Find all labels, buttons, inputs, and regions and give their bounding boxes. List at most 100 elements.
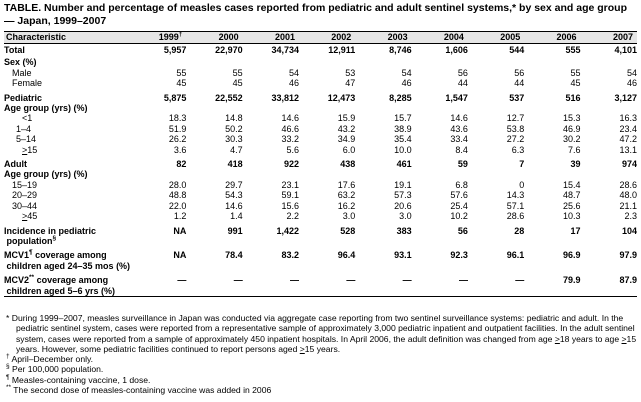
cell-2003: 8,285 bbox=[389, 92, 412, 103]
cell-2002: 63.2 bbox=[337, 190, 356, 201]
cell-2005: 57.1 bbox=[506, 200, 525, 211]
header-year: 2006 bbox=[524, 31, 581, 44]
cell-1999: 18.3 bbox=[168, 113, 187, 124]
cell-2004: — bbox=[458, 275, 468, 286]
cell-2006: 555 bbox=[565, 45, 581, 55]
cell-2003: 461 bbox=[396, 159, 412, 170]
cell-2002: 34.9 bbox=[337, 134, 356, 145]
header-year: 2004 bbox=[411, 31, 468, 44]
cell-2001: 922 bbox=[283, 159, 299, 170]
section-heading: Age group (yrs) (%) bbox=[4, 169, 88, 180]
cell-2000: 54.3 bbox=[225, 190, 243, 201]
cell-2005: 12.7 bbox=[506, 113, 525, 124]
row-age-heading: Age group (yrs) (%) bbox=[4, 103, 637, 113]
cell-2003: 20.6 bbox=[394, 200, 412, 211]
row-label: Male bbox=[12, 67, 32, 78]
row-label: Female bbox=[12, 78, 43, 89]
row-label: MCV2** coverage among children aged 5–6 … bbox=[4, 274, 116, 296]
row-label: >45 bbox=[22, 211, 38, 222]
row-label: 1–4 bbox=[16, 123, 32, 134]
row-total: Total 5,957 22,970 34,734 12,911 8,746 1,606 5… bbox=[4, 44, 637, 58]
header-row: Characteristic 1999† 2000 2001 2002 2003… bbox=[4, 31, 637, 44]
cell-2005: 28 bbox=[514, 225, 525, 236]
row-label: Pediatric bbox=[4, 92, 43, 103]
row-label: 5–14 bbox=[16, 134, 37, 145]
cell-2005: 44 bbox=[514, 78, 525, 89]
cell-2003: 93.1 bbox=[394, 250, 412, 261]
measles-table: Characteristic 1999† 2000 2001 2002 2003… bbox=[4, 31, 637, 297]
row-age-ge15: >15 3.6 4.7 5.6 6.0 10.0 8.4 6.3 7.6 13.1 bbox=[4, 145, 637, 155]
cell-2002: 6.0 bbox=[342, 144, 356, 155]
row-age-15-19: 15–19 28.0 29.7 23.1 17.6 19.1 6.8 0 15.4 28.6 bbox=[4, 180, 637, 190]
cell-2006: 17 bbox=[570, 225, 581, 236]
cell-1999: 1.2 bbox=[173, 211, 187, 222]
cell-2000: 30.3 bbox=[225, 134, 243, 145]
header-year: 1999† bbox=[130, 31, 187, 44]
cell-2001: 34,734 bbox=[271, 45, 299, 55]
cell-2007: 87.9 bbox=[619, 275, 637, 286]
row-label: Incidence in pediatric population§ bbox=[4, 225, 97, 246]
section-heading: Sex (%) bbox=[4, 57, 37, 68]
cell-2002: 43.2 bbox=[337, 123, 356, 134]
row-mcv2: MCV2** coverage among children aged 5–6 … bbox=[4, 271, 637, 297]
cell-2006: 55 bbox=[570, 67, 581, 78]
cell-2000: 991 bbox=[227, 225, 243, 236]
cell-2000: 418 bbox=[227, 159, 243, 170]
cell-2007: 48.0 bbox=[619, 190, 637, 201]
cell-1999: 82 bbox=[176, 159, 187, 170]
row-label: <1 bbox=[22, 113, 33, 124]
cell-2001: 23.1 bbox=[281, 179, 299, 190]
cell-2000: 29.7 bbox=[225, 179, 243, 190]
cell-2001: 14.6 bbox=[281, 113, 299, 124]
cell-2004: 1,606 bbox=[445, 45, 468, 55]
header-year: 2005 bbox=[467, 31, 525, 44]
row-label: 20–29 bbox=[12, 190, 38, 201]
cell-2001: 5.6 bbox=[286, 144, 299, 155]
cell-2003: 383 bbox=[396, 225, 412, 236]
footnote-star: * During 1999–2007, measles surveillance… bbox=[6, 313, 637, 354]
cell-2006: 25.6 bbox=[563, 200, 581, 211]
cell-1999: NA bbox=[173, 250, 187, 261]
cell-2002: 16.2 bbox=[337, 200, 356, 211]
cell-2005: 14.3 bbox=[506, 190, 525, 201]
cell-1999: — bbox=[177, 275, 187, 286]
cell-2000: 1.4 bbox=[230, 211, 243, 222]
cell-2003: 54 bbox=[401, 67, 412, 78]
cell-2003: 57.3 bbox=[394, 190, 412, 201]
row-label: >15 bbox=[22, 144, 38, 155]
cell-2000: 50.2 bbox=[225, 123, 243, 134]
cell-2002: — bbox=[346, 275, 356, 286]
cell-1999: 51.9 bbox=[168, 123, 187, 134]
cell-2005: 0 bbox=[519, 179, 525, 190]
cell-2006: 79.9 bbox=[563, 275, 581, 286]
cell-2000: 22,552 bbox=[215, 92, 243, 103]
cell-2005: 537 bbox=[509, 92, 525, 103]
cell-2007: 28.6 bbox=[619, 179, 637, 190]
cell-2001: 54 bbox=[288, 67, 299, 78]
cell-2006: 39 bbox=[570, 159, 581, 170]
cell-2002: 12,473 bbox=[327, 92, 356, 103]
cell-1999: 45 bbox=[176, 78, 187, 89]
row-label: 30–44 bbox=[12, 200, 38, 211]
cell-2000: 14.6 bbox=[225, 200, 243, 211]
cell-1999: 5,875 bbox=[163, 92, 187, 103]
cell-1999: 55 bbox=[176, 67, 187, 78]
cell-2003: 38.9 bbox=[394, 123, 412, 134]
cell-2006: 46.9 bbox=[563, 123, 581, 134]
cell-2004: 43.6 bbox=[450, 123, 468, 134]
cell-2004: 14.6 bbox=[450, 113, 468, 124]
cell-2002: 17.6 bbox=[337, 179, 356, 190]
cell-2007: 21.1 bbox=[619, 200, 637, 211]
cell-2003: 8,746 bbox=[389, 45, 412, 55]
cell-2006: 516 bbox=[565, 92, 581, 103]
cell-2001: — bbox=[290, 275, 299, 286]
cell-2003: 19.1 bbox=[394, 179, 412, 190]
cell-2004: 57.6 bbox=[450, 190, 468, 201]
cell-2005: 53.8 bbox=[506, 123, 525, 134]
cell-2007: 2.3 bbox=[624, 211, 637, 222]
header-year: 2007 bbox=[580, 31, 637, 44]
cell-2002: 12,911 bbox=[328, 45, 356, 55]
row-label: MCV1¶ coverage among children aged 24–35… bbox=[4, 249, 131, 271]
cell-2007: 46 bbox=[626, 78, 637, 89]
